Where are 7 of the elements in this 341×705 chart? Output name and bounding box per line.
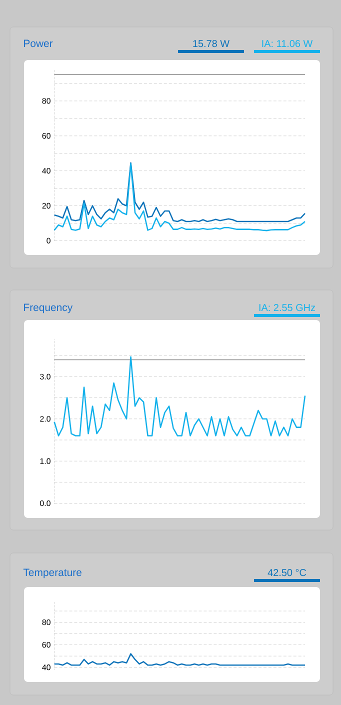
text: IA: 2.55 GHz	[259, 304, 316, 312]
text: 42.50 °C	[268, 569, 306, 576]
chart-title: Temperature	[23, 568, 82, 578]
chart-title: Frequency	[24, 304, 73, 314]
chart-title: Power	[24, 40, 53, 48]
text: 15.78 W	[193, 40, 230, 48]
text: IA: 11.06 W	[262, 40, 313, 48]
